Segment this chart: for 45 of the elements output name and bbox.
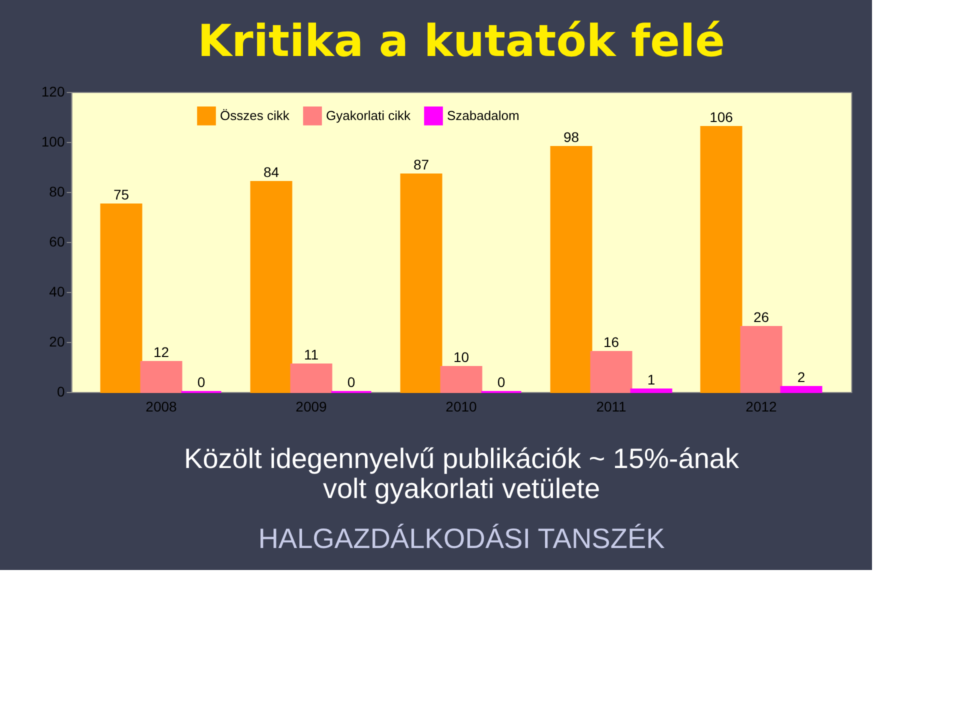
- bar: [780, 386, 822, 393]
- data-label: 75: [113, 186, 130, 202]
- bar: [400, 174, 442, 393]
- data-label: 11: [304, 346, 319, 362]
- x-tick-label: 2009: [296, 398, 328, 414]
- x-tick-label: 2008: [146, 398, 178, 414]
- legend-label: Szabadalom: [447, 108, 520, 123]
- chart-title: Kritika a kutatók felé: [198, 16, 725, 67]
- bar: [740, 326, 782, 393]
- data-label: 106: [710, 109, 734, 125]
- bar: [630, 388, 672, 393]
- bar: [250, 181, 292, 393]
- bar: [700, 126, 742, 393]
- data-label: 87: [413, 156, 430, 172]
- data-label: 2: [797, 369, 806, 385]
- bar: [590, 351, 632, 393]
- legend-label: Gyakorlati cikk: [326, 108, 412, 123]
- data-label: 98: [563, 129, 580, 145]
- data-label: 10: [453, 349, 470, 365]
- x-tick-label: 2010: [446, 398, 478, 414]
- y-tick-label: 40: [49, 284, 65, 300]
- y-tick-label: 0: [56, 384, 65, 400]
- bar: [290, 364, 332, 393]
- data-label: 1: [647, 372, 656, 388]
- data-label: 16: [603, 334, 620, 350]
- text: Közölt idegennyelvű publikációk ~ 15%-ának volt gyakorlati vetülete: [184, 443, 740, 504]
- y-tick-label: 20: [49, 334, 65, 350]
- bar: [140, 361, 182, 393]
- y-tick-label: 80: [49, 184, 65, 200]
- y-tick-label: 100: [41, 134, 65, 150]
- data-label: 12: [153, 344, 170, 360]
- x-tick-label: 2012: [746, 398, 778, 414]
- data-label: 26: [753, 309, 770, 325]
- data-label: 0: [347, 374, 356, 390]
- text: HALGAZDÁLKODÁSI TANSZÉK: [258, 523, 666, 554]
- bar: [550, 146, 592, 393]
- x-tick-label: 2011: [596, 398, 627, 414]
- data-label: 0: [497, 374, 506, 390]
- bar: [440, 366, 482, 393]
- bar: [100, 204, 142, 393]
- data-label: 84: [263, 164, 280, 180]
- y-tick-label: 60: [49, 234, 65, 250]
- legend-label: Összes cikk: [220, 108, 290, 123]
- y-tick-label: 120: [41, 84, 65, 100]
- data-label: 0: [197, 374, 206, 390]
